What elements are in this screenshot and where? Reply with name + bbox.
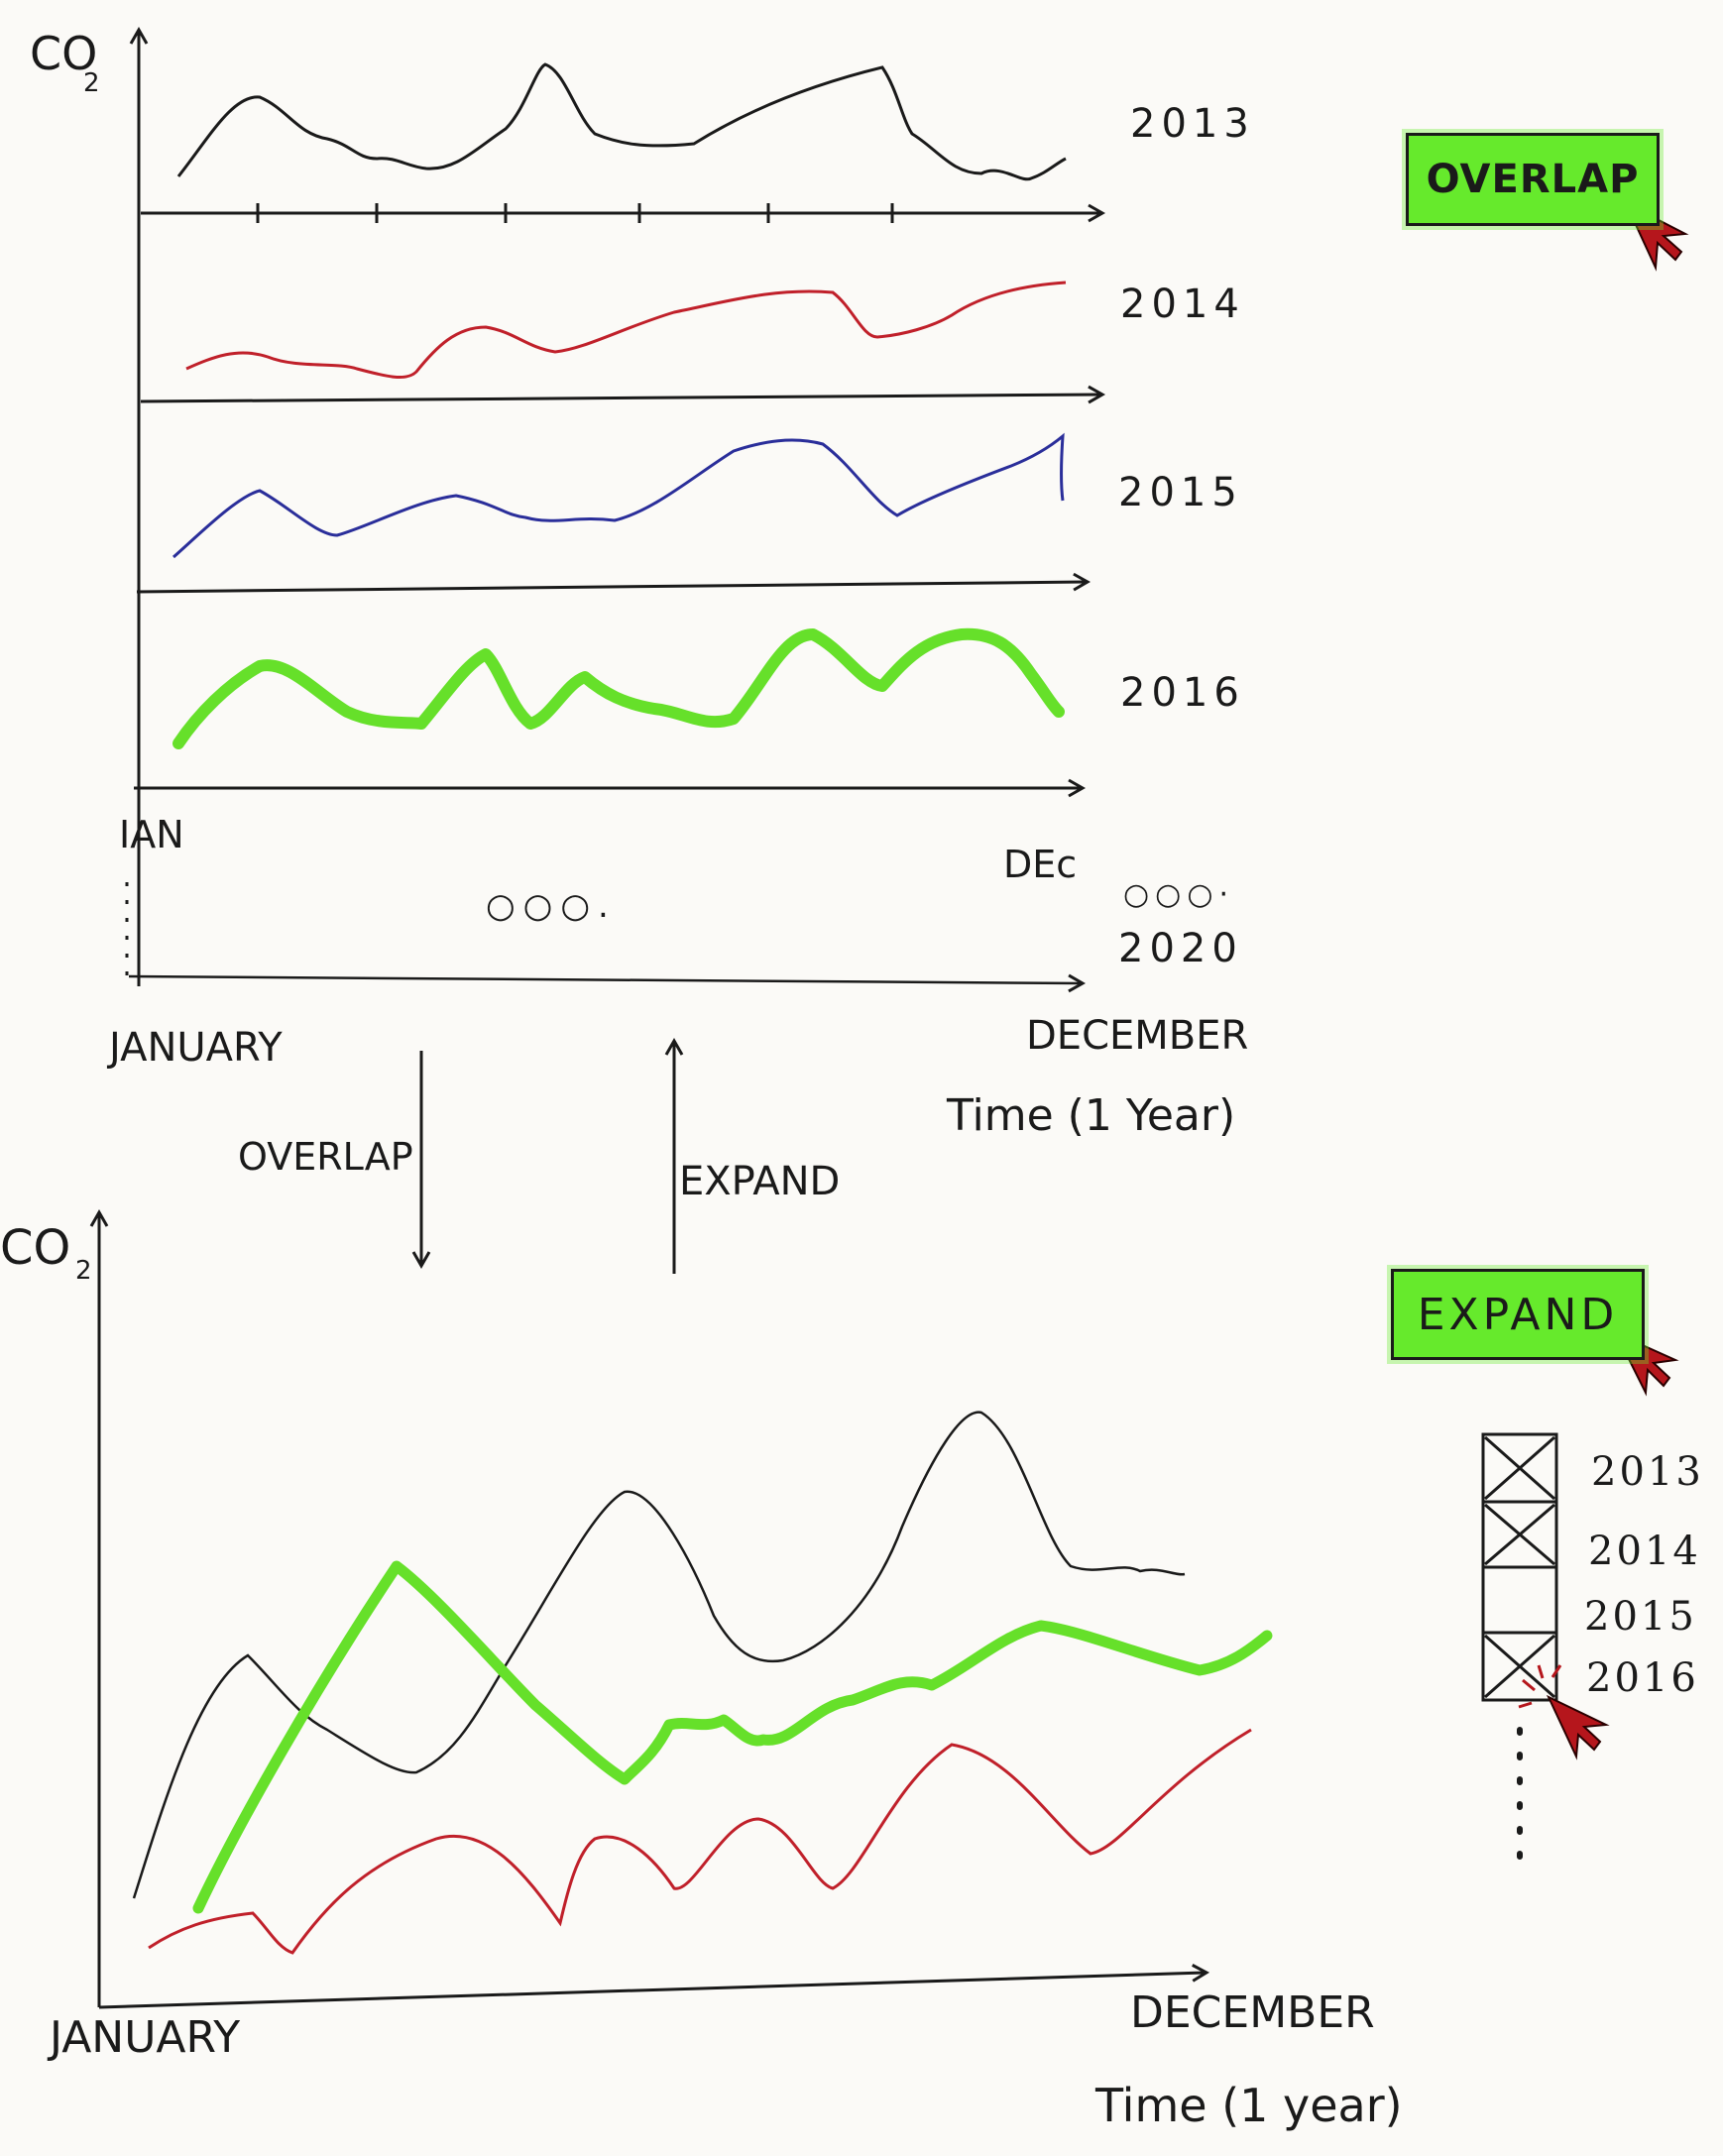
series-2014-overlap — [148, 1728, 1252, 1955]
checkbox-label-2014: 2014 — [1588, 1529, 1701, 1574]
x-title: Time (1 Year) — [946, 1090, 1235, 1141]
bottom-x-start-label: JANUARY — [47, 2012, 240, 2063]
start-label: IAN — [119, 813, 184, 856]
row-axis-2015 — [136, 572, 1091, 594]
check-mark-2016 — [1484, 1634, 1555, 1699]
top-y-label-sub: 2 — [83, 68, 100, 98]
ellipsis-center: ○○○. — [486, 886, 617, 926]
row-label-2016: 2016 — [1120, 670, 1245, 716]
check-mark-2014 — [1484, 1503, 1555, 1566]
series-2016-stacked — [172, 627, 1065, 749]
checkbox-label-2013: 2013 — [1591, 1449, 1704, 1495]
checkbox-2016[interactable] — [1481, 1631, 1558, 1702]
row-label-2015: 2015 — [1118, 470, 1243, 515]
top-y-label: CO — [30, 27, 97, 80]
row-axis-2014 — [140, 385, 1106, 404]
checkbox-2015[interactable] — [1481, 1565, 1558, 1635]
overlap-view: CO 2 JANUARY DECEMBER Time (1 year) — [0, 1208, 1403, 2132]
checkbox-label-2015: 2015 — [1584, 1594, 1697, 1640]
bottom-y-label-sub: 2 — [75, 1256, 92, 1286]
expand-button[interactable]: EXPAND — [1391, 1269, 1645, 1360]
check-mark-2013 — [1484, 1435, 1555, 1501]
row-label-2013: 2013 — [1130, 101, 1255, 147]
transitions: OVERLAP EXPAND — [238, 1037, 840, 1274]
series-2016-overlap — [192, 1560, 1273, 1914]
row-label-2014: 2014 — [1120, 282, 1245, 327]
x-start-label: JANUARY — [106, 1025, 283, 1071]
series-2013-overlap — [132, 1411, 1186, 1899]
series-2013-stacked — [176, 62, 1067, 181]
overlap-transition-label: OVERLAP — [238, 1135, 413, 1179]
cursor-icon — [1518, 1664, 1610, 1760]
row-label-2020: 2020 — [1118, 926, 1243, 971]
ellipsis-side: ○○○· — [1123, 877, 1234, 912]
end-label: DEc — [1003, 843, 1077, 886]
overlap-button[interactable]: OVERLAP — [1406, 133, 1660, 226]
series-2015-stacked — [172, 432, 1065, 559]
bottom-x-title: Time (1 year) — [1094, 2079, 1403, 2132]
x-end-label: DECEMBER — [1026, 1013, 1248, 1059]
bottom-x-end-label: DECEMBER — [1130, 1987, 1375, 2038]
checkbox-label-2016: 2016 — [1586, 1655, 1699, 1701]
series-checkbox-list — [1481, 1432, 1558, 1872]
expand-transition-label: EXPAND — [679, 1159, 840, 1204]
series-2014-stacked — [185, 281, 1067, 379]
stacked-view: CO 2 2013 2014 2015 2016 ○○○· 2020 IAN D… — [30, 26, 1255, 1141]
row-axis-2020 — [128, 973, 1087, 993]
bottom-x-axis — [98, 1964, 1210, 2009]
bottom-y-label: CO — [0, 1220, 70, 1276]
